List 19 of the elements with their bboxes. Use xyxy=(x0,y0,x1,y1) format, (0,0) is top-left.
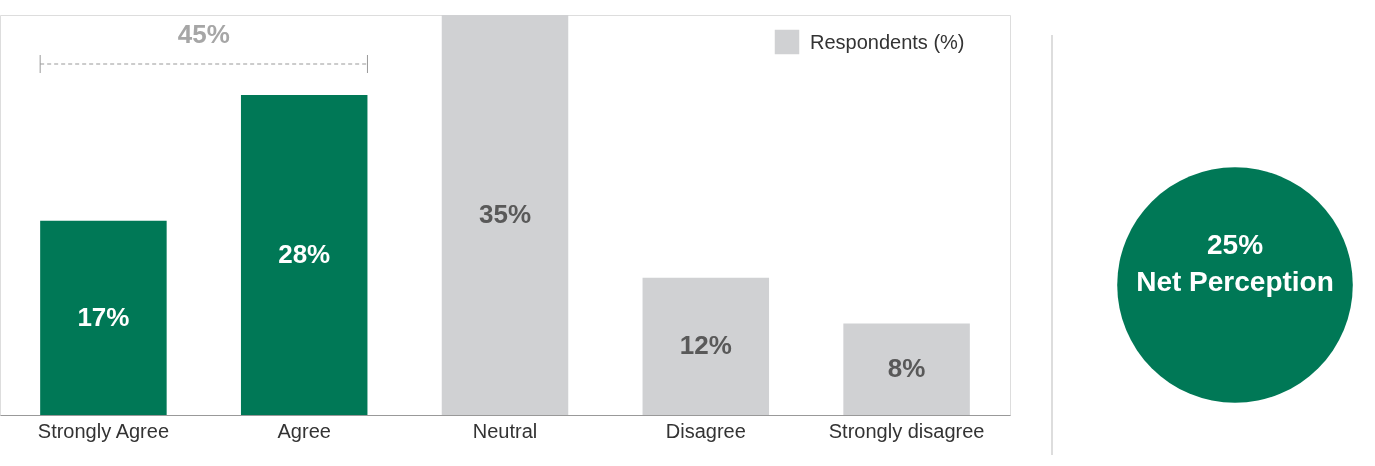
x-tick-label: Disagree xyxy=(665,419,746,442)
legend-label: Respondents (%) xyxy=(810,31,965,53)
bar xyxy=(40,220,167,415)
data-label: 8% xyxy=(887,353,926,384)
text: Net Perception xyxy=(1136,266,1334,297)
x-tick-label: Agree xyxy=(277,419,331,442)
data-label: 28% xyxy=(278,239,331,269)
annotation: 45% xyxy=(177,19,230,49)
bar xyxy=(642,277,770,415)
data-label: 17% xyxy=(77,301,130,332)
bar xyxy=(240,95,368,415)
x-tick-label: Strongly Agree xyxy=(37,419,170,442)
data-label: 12% xyxy=(679,330,732,361)
bar xyxy=(441,15,569,415)
text: 25% xyxy=(1206,229,1264,260)
x-tick-label: Strongly disagree xyxy=(828,419,985,442)
x-tick-label: Neutral xyxy=(472,419,538,442)
data-label: 35% xyxy=(478,199,532,229)
bar xyxy=(843,323,970,415)
